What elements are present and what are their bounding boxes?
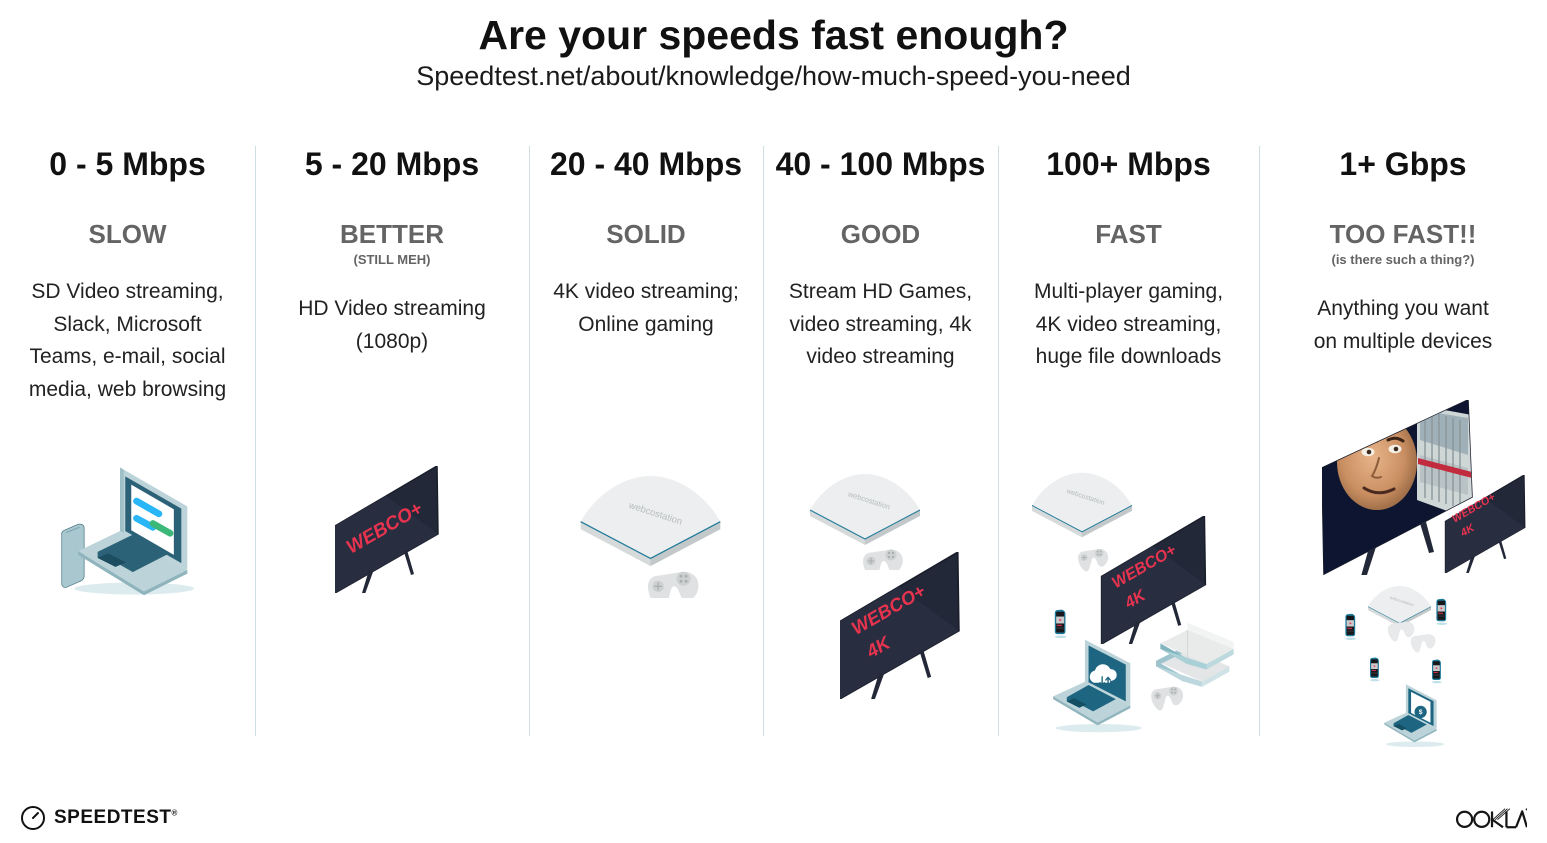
svg-text:$: $ [1419,709,1423,716]
